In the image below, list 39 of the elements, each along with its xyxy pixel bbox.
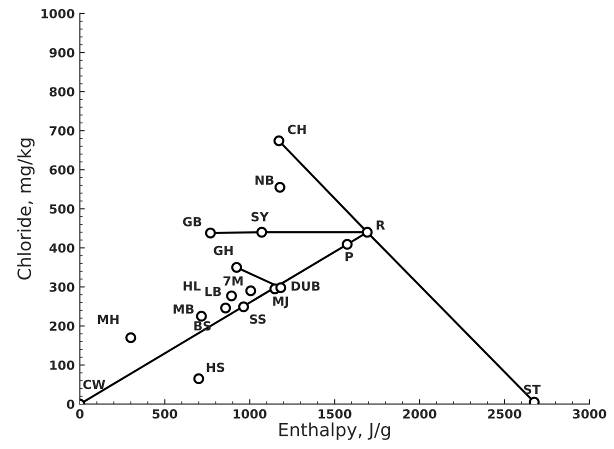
x-tick-label: 2500 — [488, 409, 522, 419]
y-tick-label: 1000 — [42, 8, 74, 18]
y-tick-label: 400 — [49, 243, 74, 253]
y-tick-label: 900 — [50, 48, 74, 58]
annotation: R — [376, 220, 385, 230]
annotation: SS — [250, 314, 266, 324]
y-tick-label: 800 — [50, 87, 74, 97]
annotation: ST — [524, 384, 541, 394]
x-tick-label: 1000 — [234, 409, 266, 419]
annotation: LB — [205, 286, 221, 296]
annotation: 7M — [223, 276, 243, 286]
x-tick-label: 2000 — [403, 409, 436, 419]
x-tick-label: 3000 — [572, 409, 606, 419]
y-tick-label: 200 — [50, 321, 74, 331]
annotation: P — [346, 252, 354, 262]
y-tick-label: 300 — [50, 282, 74, 292]
y-tick-label: 600 — [50, 165, 74, 175]
annotation: NB — [256, 176, 274, 185]
annotation: BS — [194, 321, 211, 331]
annotation: CH — [288, 124, 306, 134]
annotation: HS — [206, 362, 224, 372]
x-axis-title: Enthalpy, J/g — [279, 422, 390, 440]
y-tick-label: 500 — [50, 204, 74, 214]
y-axis-title: Chloride, mg/kg — [17, 138, 35, 280]
annotation: GH — [214, 246, 233, 256]
annotation: MJ — [273, 296, 288, 308]
annotation: HL — [184, 281, 201, 291]
x-tick-label: 0 — [76, 409, 84, 419]
y-tick-label: 700 — [50, 126, 74, 136]
x-tick-label: 500 — [152, 409, 178, 419]
annotation: SY — [252, 212, 269, 222]
y-tick-label: 0 — [66, 400, 74, 410]
x-tick-label: 1500 — [318, 409, 352, 419]
y-tick-label: 100 — [50, 360, 74, 370]
annotation: DUB — [292, 282, 320, 291]
annotation: GB — [182, 216, 202, 226]
annotation: CW — [83, 380, 106, 390]
annotation: MB — [174, 304, 194, 314]
annotation: MH — [98, 314, 119, 324]
